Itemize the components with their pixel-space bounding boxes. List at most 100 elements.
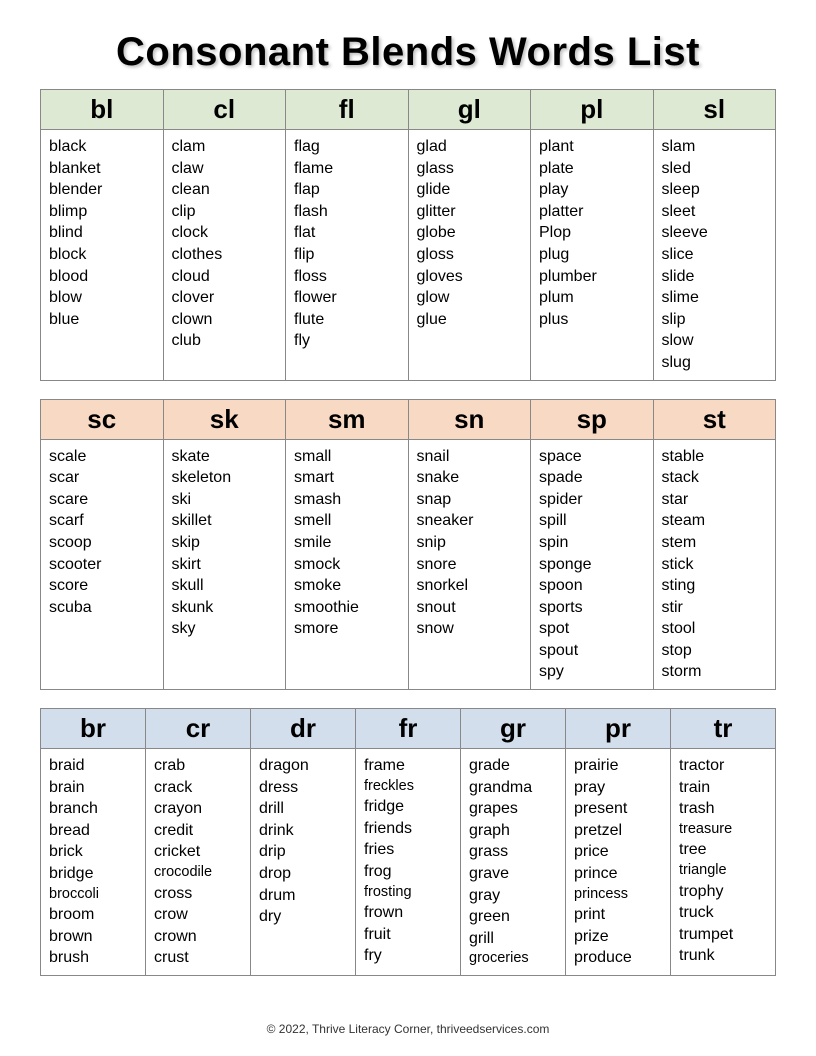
word-item: scale [49, 446, 155, 468]
word-item: tractor [679, 755, 767, 777]
blend-cell: gladglassglideglitterglobeglossglovesglo… [408, 130, 531, 381]
word-item: brick [49, 841, 137, 863]
blend-header: cl [163, 90, 286, 130]
word-item: gray [469, 885, 557, 907]
blend-header: fr [356, 709, 461, 749]
word-item: skirt [172, 554, 278, 576]
word-item: stool [662, 618, 768, 640]
blend-cell: blackblanketblenderblimpblindblockbloodb… [41, 130, 164, 381]
word-item: skillet [172, 510, 278, 532]
word-item: branch [49, 798, 137, 820]
word-item: truck [679, 902, 767, 924]
word-item: grave [469, 863, 557, 885]
word-item: spade [539, 467, 645, 489]
word-item: broccoli [49, 885, 137, 905]
blend-cell: crabcrackcrayoncreditcricketcrocodilecro… [146, 749, 251, 976]
word-item: smell [294, 510, 400, 532]
word-item: storm [662, 661, 768, 683]
word-item: cross [154, 883, 242, 905]
word-item: trophy [679, 881, 767, 903]
word-item: grass [469, 841, 557, 863]
word-item: smock [294, 554, 400, 576]
word-item: frame [364, 755, 452, 777]
word-item: crust [154, 947, 242, 969]
word-item: friends [364, 818, 452, 840]
word-item: snore [417, 554, 523, 576]
word-item: blood [49, 266, 155, 288]
word-item: frosting [364, 883, 452, 903]
word-item: spill [539, 510, 645, 532]
word-item: grill [469, 928, 557, 950]
word-item: cricket [154, 841, 242, 863]
word-item: fruit [364, 924, 452, 946]
word-item: brown [49, 926, 137, 948]
word-item: drill [259, 798, 347, 820]
word-item: flower [294, 287, 400, 309]
word-item: smore [294, 618, 400, 640]
blend-header: sp [531, 399, 654, 439]
blend-header: sk [163, 399, 286, 439]
word-item: scuba [49, 597, 155, 619]
word-item: pretzel [574, 820, 662, 842]
word-item: tree [679, 839, 767, 861]
word-item: blender [49, 179, 155, 201]
word-item: spin [539, 532, 645, 554]
word-item: slip [662, 309, 768, 331]
word-item: crown [154, 926, 242, 948]
word-item: print [574, 904, 662, 926]
word-item: braid [49, 755, 137, 777]
word-item: stir [662, 597, 768, 619]
word-item: skunk [172, 597, 278, 619]
word-item: clown [172, 309, 278, 331]
word-item: credit [154, 820, 242, 842]
word-item: glide [417, 179, 523, 201]
word-item: blue [49, 309, 155, 331]
blend-cell: snailsnakesnapsneakersnipsnoresnorkelsno… [408, 439, 531, 690]
blend-header: cr [146, 709, 251, 749]
word-item: treasure [679, 820, 767, 840]
word-item: crow [154, 904, 242, 926]
word-item: Plop [539, 222, 645, 244]
word-item: drop [259, 863, 347, 885]
blend-cell: scalescarscarescarfscoopscooterscorescub… [41, 439, 164, 690]
word-item: brush [49, 947, 137, 969]
blend-table: scsksmsnspstscalescarscarescarfscoopscoo… [40, 399, 776, 691]
word-item: flame [294, 158, 400, 180]
word-item: steam [662, 510, 768, 532]
word-item: space [539, 446, 645, 468]
word-item: fridge [364, 796, 452, 818]
word-item: grandma [469, 777, 557, 799]
word-item: stem [662, 532, 768, 554]
word-item: spoon [539, 575, 645, 597]
blend-header: dr [251, 709, 356, 749]
word-item: brain [49, 777, 137, 799]
word-item: drink [259, 820, 347, 842]
word-item: clover [172, 287, 278, 309]
word-item: drum [259, 885, 347, 907]
word-item: dress [259, 777, 347, 799]
word-item: snap [417, 489, 523, 511]
word-item: slice [662, 244, 768, 266]
word-item: fly [294, 330, 400, 352]
word-item: triangle [679, 861, 767, 881]
word-item: freckles [364, 777, 452, 797]
word-item: plum [539, 287, 645, 309]
blend-header: sl [653, 90, 776, 130]
word-item: glad [417, 136, 523, 158]
word-item: snow [417, 618, 523, 640]
word-item: plant [539, 136, 645, 158]
blend-header: sn [408, 399, 531, 439]
word-item: fry [364, 945, 452, 967]
word-item: snorkel [417, 575, 523, 597]
word-item: slug [662, 352, 768, 374]
word-item: snake [417, 467, 523, 489]
word-item: floss [294, 266, 400, 288]
word-item: smile [294, 532, 400, 554]
word-item: flip [294, 244, 400, 266]
blend-header: br [41, 709, 146, 749]
tables-container: blclflglplslblackblanketblenderblimpblin… [40, 89, 776, 994]
word-item: block [49, 244, 155, 266]
word-item: frown [364, 902, 452, 924]
word-item: play [539, 179, 645, 201]
word-item: dragon [259, 755, 347, 777]
